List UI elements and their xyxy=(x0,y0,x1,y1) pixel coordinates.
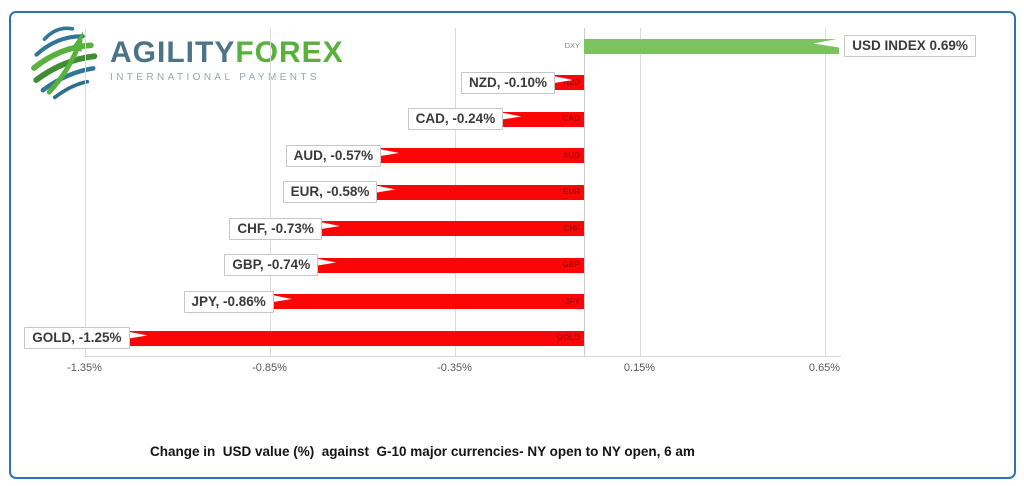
agilityforex-logo: AGILITYFOREX INTERNATIONAL PAYMENTS xyxy=(22,22,344,104)
bar-label-callout: JPY, -0.86% xyxy=(183,290,274,313)
category-label: CAD xyxy=(562,114,580,123)
x-tick-label: -0.35% xyxy=(437,362,472,374)
gridline xyxy=(269,28,271,356)
bar-gold xyxy=(121,330,584,346)
bar-cad xyxy=(495,111,584,127)
brand-name-primary: AGILITY xyxy=(110,36,236,69)
bar-chf xyxy=(313,221,584,236)
category-label: EUR xyxy=(563,187,580,196)
category-label: GOLD xyxy=(556,333,580,342)
globe-swoosh-arrow-icon xyxy=(31,26,98,100)
category-label: DXY xyxy=(564,41,580,50)
callout-arrow xyxy=(496,111,522,121)
brand-name: AGILITYFOREX xyxy=(110,38,344,68)
category-label: GBP xyxy=(562,260,580,269)
bar-eur xyxy=(369,184,584,200)
x-tick-label: 0.15% xyxy=(623,362,656,374)
bar-aud xyxy=(373,148,584,163)
logo-text: AGILITYFOREX INTERNATIONAL PAYMENTS xyxy=(110,38,344,84)
frame-border xyxy=(9,11,1016,479)
category-label: JPY xyxy=(564,296,580,306)
brand-name-secondary: FOREX xyxy=(235,36,344,69)
bar-label-callout: CAD, -0.24% xyxy=(407,108,504,130)
callout-arrow xyxy=(122,330,148,340)
x-tick-label: 0.65% xyxy=(808,362,841,374)
category-label: AUD xyxy=(562,150,580,160)
category-label: CHF xyxy=(563,223,580,233)
x-tick-label: -0.85% xyxy=(252,362,287,374)
bar-label-callout: GBP, -0.74% xyxy=(224,254,319,276)
gridline xyxy=(639,28,641,356)
gridline xyxy=(84,28,86,356)
callout-arrow xyxy=(548,75,573,84)
callout-arrow xyxy=(813,38,840,48)
zero-axis-line xyxy=(584,28,585,356)
callout-arrow xyxy=(370,184,396,194)
bar-label-callout: EUR, -0.58% xyxy=(282,181,378,203)
gridline xyxy=(824,28,826,356)
category-label: NZD xyxy=(563,77,580,87)
bar-label-callout: AUD, -0.57% xyxy=(285,144,382,167)
bar-dxy xyxy=(584,38,840,54)
bar-label-callout: GOLD, -1.25% xyxy=(24,327,130,349)
x-axis-line xyxy=(84,356,841,357)
chart-title: Change in USD value (%) against G-10 maj… xyxy=(150,444,695,459)
bar-label-callout: NZD, -0.10% xyxy=(460,71,555,94)
bar-label-callout: CHF, -0.73% xyxy=(229,217,322,240)
brand-tagline: INTERNATIONAL PAYMENTS xyxy=(110,72,321,83)
callout-arrow xyxy=(266,294,292,303)
callout-arrow xyxy=(374,148,400,157)
callout-arrow xyxy=(311,257,337,267)
x-tick-label: -1.35% xyxy=(67,362,102,374)
callout-arrow xyxy=(314,221,340,230)
bar-gbp xyxy=(310,257,584,273)
bar-jpy xyxy=(265,294,584,309)
bar-label-callout: USD INDEX 0.69% xyxy=(844,35,976,57)
